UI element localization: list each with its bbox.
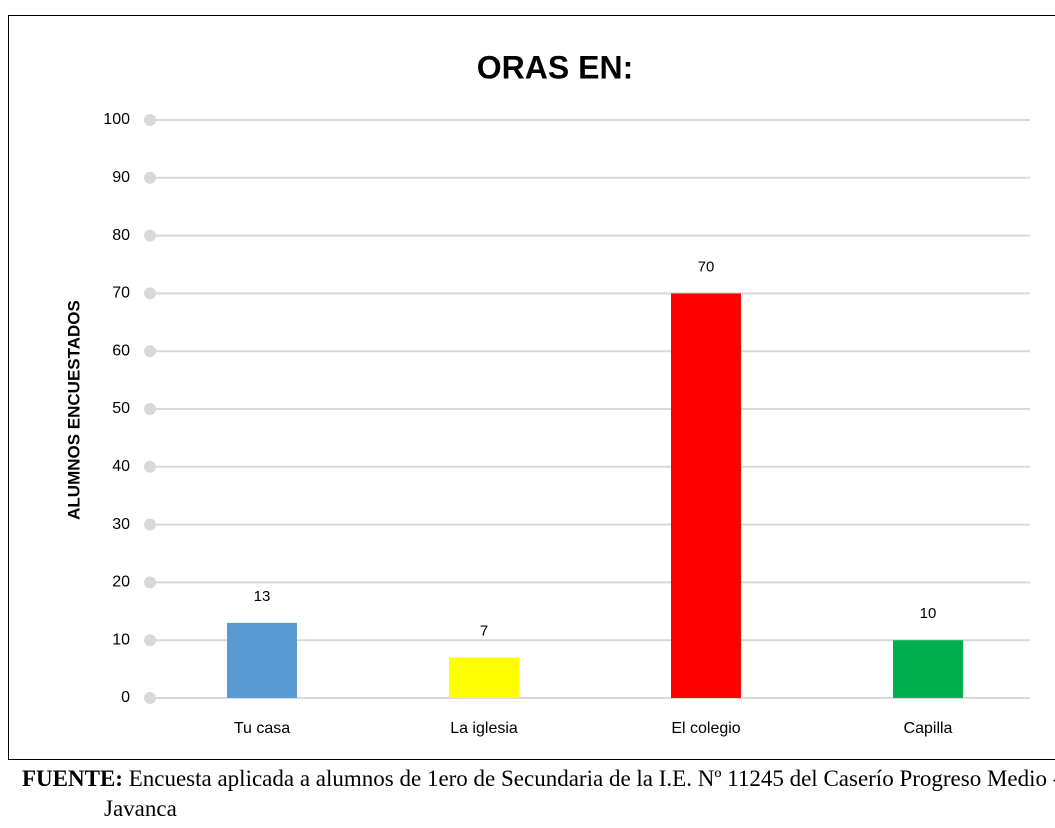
- x-tick-label: El colegio: [671, 720, 740, 737]
- tick-dot: [144, 692, 156, 704]
- chart-frame: [8, 15, 1055, 760]
- tick-dot: [144, 576, 156, 589]
- value-label: 7: [480, 623, 488, 640]
- tick-dot: [144, 229, 156, 242]
- y-tick-label: 40: [112, 458, 130, 475]
- y-tick-label: 100: [103, 111, 130, 128]
- chart: ORAS EN: ALUMNOS ENCUESTADOS 0 10 20 30 40 50…: [8, 15, 1055, 760]
- tick-dot: [144, 460, 156, 473]
- y-tick-label: 60: [112, 342, 130, 359]
- y-tick-label: 10: [112, 631, 130, 648]
- tick-dot: [144, 114, 156, 126]
- bar: [449, 657, 519, 698]
- tick-dot: [144, 345, 156, 358]
- source-label: FUENTE:: [22, 766, 123, 791]
- value-label: 10: [920, 605, 937, 622]
- tick-dot: [144, 403, 156, 415]
- y-axis-label: ALUMNOS ENCUESTADOS: [64, 300, 83, 520]
- tick-dot: [144, 171, 156, 184]
- y-tick-label: 30: [112, 516, 130, 533]
- y-tick-label: 80: [112, 227, 130, 244]
- y-tick-label: 50: [112, 400, 130, 417]
- tick-dot: [144, 287, 156, 300]
- bar: [671, 293, 741, 698]
- y-tick-label: 70: [112, 285, 130, 302]
- value-label: 70: [698, 258, 715, 275]
- y-tick-label: 20: [112, 574, 130, 591]
- y-tick-label: 0: [121, 689, 130, 706]
- tick-dot: [144, 518, 156, 531]
- tick-dot: [144, 634, 156, 647]
- x-tick-label: Tu casa: [234, 720, 290, 737]
- source-text: Encuesta aplicada a alumnos de 1ero de S…: [104, 766, 1055, 821]
- source-note: FUENTE: Encuesta aplicada a alumnos de 1…: [22, 764, 1055, 824]
- bar: [893, 640, 963, 698]
- bar: [227, 622, 297, 698]
- x-tick-label: Capilla: [904, 720, 953, 737]
- value-label: 13: [254, 588, 271, 605]
- y-tick-label: 90: [112, 169, 130, 186]
- chart-title: ORAS EN:: [477, 49, 633, 85]
- x-tick-label: La iglesia: [450, 720, 518, 737]
